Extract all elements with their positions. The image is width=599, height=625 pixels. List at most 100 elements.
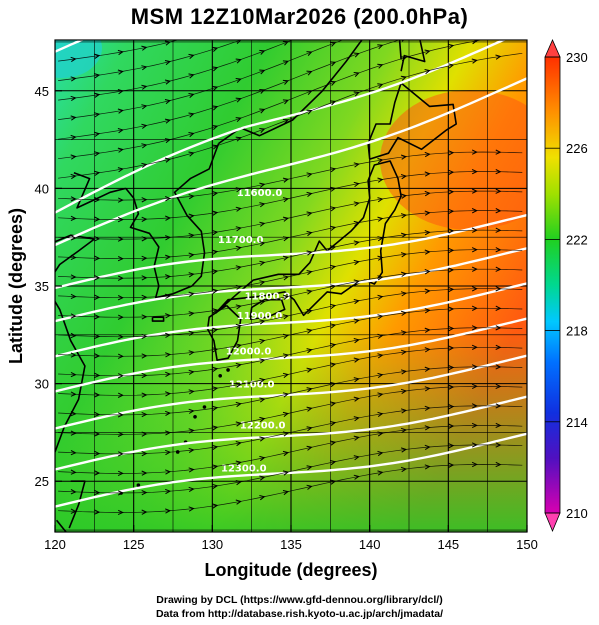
wind-arrowhead: [70, 313, 77, 319]
wind-arrowhead: [495, 383, 502, 390]
wind-arrowhead: [235, 382, 242, 388]
wind-arrowhead: [330, 245, 337, 251]
wind-arrowhead: [282, 40, 289, 46]
wind-arrowhead: [471, 461, 478, 468]
wind-arrowhead: [188, 272, 195, 278]
wind-arrowhead: [117, 108, 124, 114]
wind-arrowhead: [471, 422, 478, 429]
wind-arrowhead: [94, 255, 101, 261]
wind-arrowhead: [141, 372, 148, 379]
wind-arrowhead: [495, 188, 502, 194]
wind-arrowhead: [212, 249, 219, 255]
wind-arrowhead: [471, 247, 478, 253]
wind-arrowhead: [424, 269, 431, 275]
wind-arrowhead: [235, 421, 242, 427]
wind-arrowhead: [165, 254, 172, 260]
wind-arrowhead: [94, 275, 101, 281]
wind-arrowhead: [306, 270, 313, 276]
wind-arrowhead: [70, 508, 77, 514]
y-axis-ticks: 25 30 35 40 45: [35, 84, 62, 489]
wind-arrowhead: [496, 0, 501, 1]
coastline-segment: [151, 316, 165, 322]
wind-arrowhead: [400, 369, 408, 375]
wind-arrowhead: [306, 484, 313, 490]
wind-arrowhead: [330, 3, 335, 7]
wind-arrowhead: [353, 357, 360, 363]
wind-arrowhead: [448, 189, 455, 195]
wind-arrowhead: [212, 46, 219, 52]
wind-arrowhead: [164, 157, 172, 163]
wind-arrowhead: [188, 194, 195, 200]
wind-arrowhead: [235, 343, 242, 349]
streamline: [58, 405, 523, 455]
wind-arrowhead: [282, 119, 289, 124]
wind-arrowhead: [259, 221, 266, 227]
wind-arrowhead: [400, 310, 408, 316]
wind-arrowhead: [70, 430, 77, 436]
wind-arrowhead: [164, 79, 172, 85]
wind-arrowhead: [400, 330, 408, 336]
wind-arrowhead: [353, 299, 360, 305]
wind-arrowhead: [70, 215, 77, 221]
wind-arrowhead: [141, 490, 148, 496]
wind-arrowhead: [400, 213, 408, 219]
wind-arrowhead: [94, 450, 101, 457]
wind-arrowhead: [235, 97, 242, 103]
wind-arrowhead: [306, 309, 313, 315]
wind-arrowhead: [377, 372, 384, 379]
wind-arrowhead: [400, 154, 408, 160]
wind-arrowhead: [400, 447, 408, 453]
wind-arrowhead: [400, 291, 408, 297]
wind-arrowhead: [235, 284, 242, 290]
wind-arrowhead: [212, 483, 219, 490]
wind-arrowhead: [448, 247, 455, 254]
wind-arrowhead: [165, 274, 172, 280]
wind-arrowhead: [307, 32, 312, 36]
wind-arrowhead: [141, 143, 148, 149]
wind-arrowhead: [165, 352, 172, 358]
wind-arrowhead: [188, 408, 195, 414]
wind-arrowhead: [70, 469, 77, 475]
wind-arrowhead: [448, 462, 455, 468]
wind-arrowhead: [377, 216, 384, 222]
wind-arrowhead: [259, 397, 266, 403]
streamline: [58, 210, 523, 260]
x-tick-label: 120: [44, 537, 66, 552]
wind-arrowhead: [330, 80, 337, 86]
wind-arrowhead: [330, 421, 337, 427]
wind-arrowhead: [259, 260, 266, 266]
wind-arrowhead: [94, 53, 101, 59]
wind-arrowhead: [259, 455, 266, 462]
wind-arrowhead: [424, 151, 431, 158]
wind-arrowhead: [212, 425, 219, 431]
wind-arrowhead: [117, 509, 124, 516]
wind-arrowhead: [282, 314, 290, 320]
wind-arrowhead: [377, 470, 384, 476]
wind-arrowhead: [94, 170, 101, 176]
wind-arrowhead: [282, 431, 290, 437]
wind-arrowhead: [424, 249, 431, 255]
wind-arrowhead: [212, 503, 219, 509]
wind-arrowhead: [425, 11, 430, 15]
x-tick-label: 135: [280, 537, 302, 552]
wind-arrowhead: [188, 213, 195, 219]
colorbar-tick-label: 222: [566, 232, 588, 247]
wind-arrowhead: [424, 288, 431, 294]
wind-arrowhead: [448, 228, 455, 234]
wind-arrowhead: [94, 92, 101, 98]
wind-arrowhead: [424, 49, 431, 55]
wind-arrowhead: [94, 73, 101, 79]
wind-arrowhead: [259, 416, 266, 423]
chart-title: MSM 12Z10Mar2026 (200.0hPa): [130, 4, 469, 29]
streamline: [58, 366, 523, 416]
wind-arrowhead: [94, 151, 101, 157]
wind-arrowhead: [306, 387, 313, 393]
wind-arrowhead: [353, 259, 360, 266]
wind-arrowhead: [70, 173, 77, 180]
wind-arrowhead: [448, 325, 455, 332]
wind-arrowhead: [495, 422, 502, 429]
island: [202, 405, 207, 409]
wind-arrowhead: [330, 41, 337, 47]
wind-arrowhead: [330, 401, 337, 407]
island: [193, 415, 197, 419]
